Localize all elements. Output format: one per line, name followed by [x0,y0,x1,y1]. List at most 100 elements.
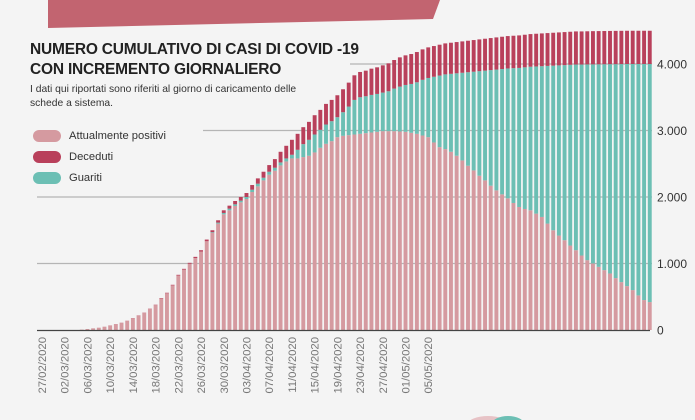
bar-positive [528,210,533,330]
bar-recovered [426,77,431,138]
bar-deceased [170,284,175,286]
bar-recovered [261,177,266,181]
bar-stack [375,67,380,330]
bar-stack [312,115,317,330]
bar-stack [119,322,124,330]
bar-positive [562,240,567,330]
bar-positive [216,223,221,330]
bar-deceased [261,171,266,178]
bar-stack [142,312,147,330]
bar-positive [636,295,641,330]
bar-stack [193,256,198,330]
bar-deceased [363,70,368,97]
bar-deceased [625,30,629,64]
y-tick-label: 4.000 [657,58,687,72]
bar-recovered [409,83,414,133]
bar-deceased [483,38,487,71]
bar-stack [613,30,618,330]
bar-recovered [244,197,249,199]
bar-recovered [494,69,499,191]
bar-positive [591,263,595,330]
bar-stack [216,220,221,330]
bar-recovered [449,73,453,152]
bar-positive [284,161,289,330]
bar-positive [250,192,255,330]
bar-positive [602,270,607,330]
bar-recovered [517,67,522,207]
bar-deceased [295,133,300,150]
bar-stack [204,239,209,330]
bar-positive [227,210,232,330]
bar-deceased [301,127,306,145]
bar-positive [289,158,294,330]
bar-recovered [613,64,618,279]
bar-positive [431,142,436,330]
bar-positive [312,152,317,330]
bar-stack [494,37,499,330]
bar-stack [392,60,397,330]
bar-stack [182,268,186,330]
x-tick-label: 22/03/2020 [173,337,185,394]
bar-positive [556,235,561,330]
bar-positive [85,329,90,330]
bar-positive [324,143,328,330]
bar-stack [153,304,158,330]
bar-positive [642,300,647,330]
bar-positive [193,257,198,330]
bar-deceased [636,30,641,64]
bar-recovered [579,64,584,256]
bar-stack [113,324,118,330]
bar-deceased [238,197,243,201]
bar-positive [102,326,107,330]
bar-positive [335,137,340,330]
bar-stack [568,31,573,330]
bar-positive [409,132,414,330]
bar-stack [352,75,357,330]
bar-positive [113,324,118,330]
chart-title-line-1: NUMERO CUMULATIVO DI CASI DI COVID -19 [30,41,359,58]
bar-positive [619,282,624,330]
bar-positive [221,214,226,330]
bar-stack [500,36,505,330]
bar-stack [318,109,323,330]
bar-positive [318,147,323,330]
bar-stack [420,49,425,330]
bar-positive [449,151,453,330]
bar-positive [522,208,527,330]
bar-recovered [466,72,470,166]
bar-positive [307,155,311,330]
bar-deceased [517,35,522,68]
legend-item-deceased: Deceduti [33,146,166,167]
bar-deceased [204,239,209,242]
bar-deceased [369,68,374,95]
bar-deceased [176,274,181,276]
bar-deceased [199,250,203,252]
bar-positive [471,170,476,330]
bar-stack [358,71,363,330]
bar-recovered [573,64,578,251]
bar-positive [329,141,334,330]
bar-deceased [352,75,357,100]
bar-positive [579,255,584,330]
bar-deceased [522,34,527,68]
bar-stack [545,33,550,330]
chart-title: NUMERO CUMULATIVO DI CASI DI COVID -19 C… [30,40,359,80]
bar-positive [261,180,266,330]
bar-positive [380,131,385,330]
bar-stack [625,30,629,330]
y-tick-label: 0 [657,324,664,338]
bar-positive [426,137,431,330]
bar-positive [545,223,550,330]
bar-positive [437,147,442,330]
bar-positive [210,232,215,330]
bar-recovered [289,154,294,159]
bar-deceased [608,30,612,65]
bar-recovered [227,208,232,211]
bar-positive [267,174,272,330]
bar-recovered [602,64,607,271]
bar-deceased [267,165,272,172]
bar-stack [369,68,374,330]
bar-deceased [346,82,351,107]
bar-recovered [358,97,363,134]
bar-positive [136,315,141,330]
